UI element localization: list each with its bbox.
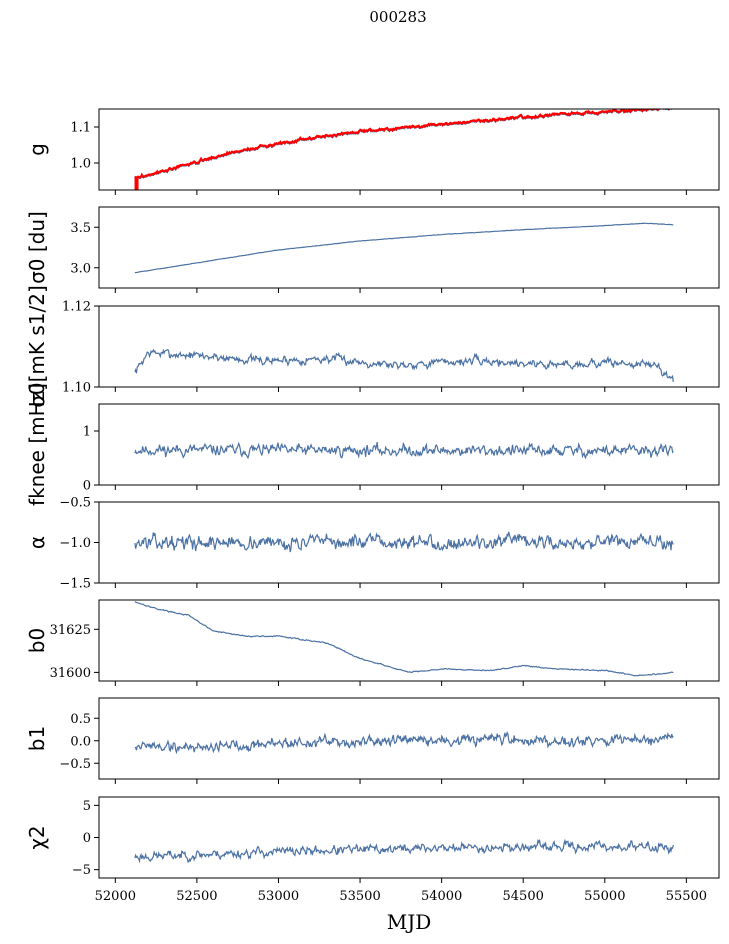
x-axis: 52000 52500 53000 53500 54000 54500 55000 55500 (95, 889, 707, 904)
axes-frame-b1 (98, 697, 720, 780)
panel-fknee: 0 1 fknee [mHz] (25, 383, 720, 506)
y-tick-label-b1-2: 0.5 (70, 712, 91, 727)
axes-frame-chi2 (98, 796, 720, 879)
axes-frame-g (98, 108, 720, 191)
y-tick-label-fknee-0: 0 (83, 479, 91, 494)
axes-frame-sigma0-mk (98, 305, 720, 388)
axes-frame-sigma0-du (98, 206, 720, 289)
series-line-g (134, 109, 674, 180)
overlay-line-g (134, 109, 673, 180)
y-tick-label-alpha-2: −0.5 (59, 496, 91, 511)
figure-title: 000283 (369, 8, 426, 26)
y-axis-label-alpha: α (25, 536, 49, 549)
x-tick-label-6: 55000 (584, 889, 625, 904)
y-tick-label-alpha-0: −1.5 (59, 577, 91, 592)
y-axis-label-sigma0-du: σ0 [du] (25, 211, 49, 284)
y-tick-label-sigma0-mk-0: 1.10 (62, 381, 91, 396)
y-tick-label-fknee-1: 1 (83, 425, 91, 440)
panel-g: 1.0 1.1 g (25, 108, 720, 195)
panel-chi2: −5 0 5 χ2 (25, 796, 720, 883)
y-tick-label-b0-1: 31625 (50, 623, 91, 638)
y-axis-label-chi2: χ2 (25, 825, 49, 849)
x-tick-label-3: 53500 (339, 889, 380, 904)
series-line-alpha (134, 531, 674, 553)
panel-alpha: −1.5 −1.0 −0.5 α (25, 496, 720, 592)
axes-frame-fknee (98, 403, 720, 486)
y-tick-label-g-0: 1.0 (70, 157, 91, 172)
y-axis-label-g: g (25, 143, 49, 156)
axes-frame-b0 (98, 599, 720, 682)
y-tick-label-chi2-1: 0 (83, 831, 91, 846)
y-tick-label-sigma0-mk-1: 1.12 (62, 300, 91, 315)
panel-b1: −0.5 0.0 0.5 b1 (25, 697, 720, 784)
series-line-sigma0-du (134, 222, 674, 274)
y-tick-label-chi2-0: −5 (72, 863, 91, 878)
series-line-chi2 (134, 838, 674, 864)
x-tick-label-4: 54000 (421, 889, 462, 904)
x-tick-label-1: 52500 (176, 889, 217, 904)
x-tick-label-5: 54500 (503, 889, 544, 904)
series-line-sigma0-mk (134, 348, 674, 382)
x-tick-label-2: 53000 (258, 889, 299, 904)
y-axis-label-sigma0-mk: σ0[mK s1/2] (25, 285, 49, 408)
x-tick-label-0: 52000 (95, 889, 136, 904)
panel-sigma0-du: 3.0 3.5 σ0 [du] (25, 206, 720, 293)
y-axis-label-b0: b0 (25, 628, 49, 653)
y-axis-label-fknee: fknee [mHz] (25, 383, 49, 506)
series-line-b0 (134, 601, 674, 677)
series-line-b1 (134, 731, 674, 755)
x-tick-label-7: 55500 (666, 889, 707, 904)
panel-sigma0-mk: 1.10 1.12 σ0[mK s1/2] (25, 285, 720, 408)
y-tick-label-chi2-2: 5 (83, 799, 91, 814)
y-tick-label-sigma0-du-1: 3.5 (70, 221, 91, 236)
y-tick-label-sigma0-du-0: 3.0 (70, 261, 91, 276)
y-tick-label-b1-0: −0.5 (59, 757, 91, 772)
y-tick-label-g-1: 1.1 (70, 121, 91, 136)
y-tick-label-b0-0: 31600 (50, 666, 91, 681)
y-tick-label-b1-1: 0.0 (70, 734, 91, 749)
y-tick-label-alpha-1: −1.0 (59, 536, 91, 551)
x-axis-label: MJD (387, 910, 432, 934)
series-line-fknee (134, 441, 674, 460)
y-axis-label-b1: b1 (25, 726, 49, 751)
